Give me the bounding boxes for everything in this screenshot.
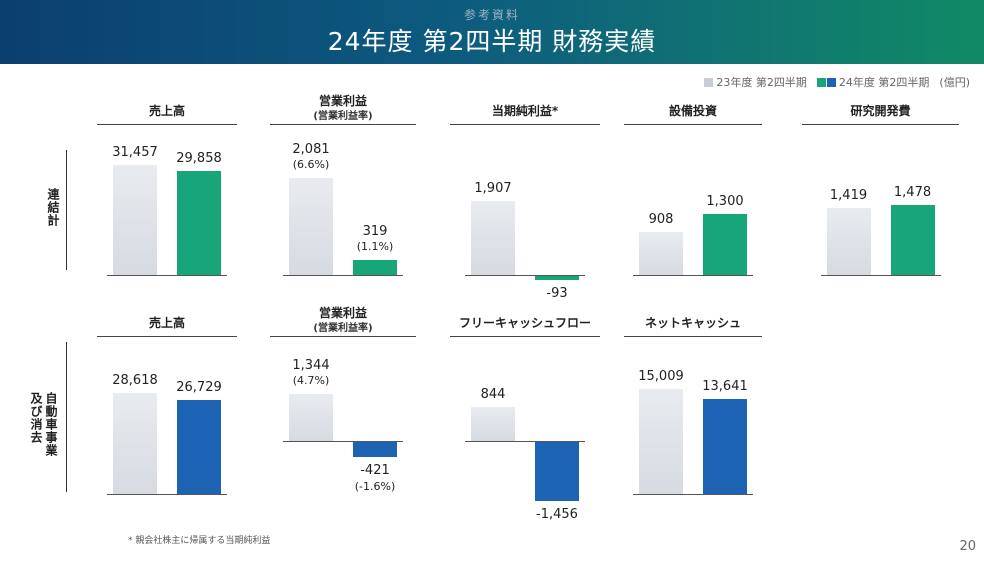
section-label-auto-text: 自動車事業及び消去 bbox=[29, 392, 58, 457]
bar-current-year bbox=[703, 398, 747, 494]
bar-current-year bbox=[890, 205, 935, 275]
data-label: 13,641 bbox=[702, 378, 748, 394]
chart-baseline bbox=[633, 494, 753, 495]
chart-panel-6: 営業利益 (営業利益率) 1,344 (4.7%) -421 (-1.6%) bbox=[270, 0, 416, 520]
data-label: 1,419 bbox=[829, 187, 868, 203]
rate-label: (6.6%) bbox=[292, 158, 330, 171]
bar-current-year bbox=[535, 276, 579, 280]
data-label: 29,858 bbox=[176, 150, 222, 166]
legend-swatch-curr-green bbox=[816, 77, 826, 87]
legend-swatch-curr-blue bbox=[826, 77, 836, 87]
footnote: * 親会社株主に帰属する当期純利益 bbox=[128, 536, 271, 546]
chart-baseline bbox=[107, 275, 227, 276]
chart-panel-5: 売上高 28,618 26,729 bbox=[97, 0, 237, 520]
page-number: 20 bbox=[959, 539, 976, 554]
bar-prev-year bbox=[289, 178, 333, 275]
chart-baseline bbox=[820, 275, 941, 276]
bar-prev-year bbox=[113, 165, 157, 275]
chart-panel-0: 売上高 31,457 29,858 bbox=[97, 0, 237, 520]
bar-prev-year bbox=[471, 201, 515, 275]
chart-title: 営業利益 bbox=[318, 306, 367, 320]
bar-current-year bbox=[353, 260, 397, 275]
chart-panel-7: フリーキャッシュフロー 844 -1,456 bbox=[450, 0, 600, 522]
bar-current-year bbox=[177, 170, 221, 275]
chart-title: 売上高 bbox=[148, 316, 185, 330]
chart-title-rule bbox=[450, 124, 600, 125]
chart-panel-2: 当期純利益* 1,907 -93 bbox=[450, 0, 600, 520]
chart-title: 売上高 bbox=[148, 104, 185, 118]
header-banner: 参考資料 24年度 第2四半期 財務実績 bbox=[0, 0, 984, 64]
data-label: 1,344 bbox=[292, 358, 330, 373]
data-label: 28,618 bbox=[112, 373, 158, 388]
bar-current-year bbox=[353, 442, 397, 457]
section-label-auto: 自動車事業及び消去 bbox=[28, 392, 58, 464]
data-label: 26,729 bbox=[176, 379, 222, 395]
chart-baseline bbox=[465, 441, 585, 442]
legend-swatch-prev bbox=[704, 77, 714, 87]
data-label: -1,456 bbox=[536, 507, 578, 522]
data-label: 15,009 bbox=[638, 369, 684, 384]
chart-title-rule bbox=[624, 336, 762, 337]
reference-label: 参考資料 bbox=[463, 8, 520, 22]
bar-current-year bbox=[535, 442, 579, 501]
data-label: 1,907 bbox=[474, 181, 512, 196]
rate-label: (1.1%) bbox=[356, 240, 394, 254]
data-label: 2,081 bbox=[292, 142, 330, 157]
legend: 23年度 第2四半期 24年度 第2四半期 (億円) bbox=[704, 74, 970, 90]
rate-label: (-1.6%) bbox=[354, 479, 396, 493]
chart-baseline bbox=[283, 275, 403, 276]
data-label: 1,478 bbox=[893, 185, 932, 200]
chart-panel-8: ネットキャッシュ 15,009 13,641 bbox=[624, 0, 762, 520]
chart-subtitle: (営業利益率) bbox=[313, 323, 373, 334]
chart-baseline bbox=[633, 275, 753, 276]
bar-current-year bbox=[177, 399, 221, 494]
data-label: 1,300 bbox=[706, 194, 744, 209]
legend-label-curr: 24年度 第2四半期 bbox=[838, 76, 930, 89]
data-label: -93 bbox=[546, 285, 568, 301]
chart-title-rule bbox=[97, 124, 237, 125]
chart-title: 研究開発費 bbox=[850, 104, 911, 118]
chart-baseline bbox=[107, 494, 227, 495]
bar-current-year bbox=[703, 214, 747, 275]
chart-baseline bbox=[465, 275, 585, 276]
legend-label-prev: 23年度 第2四半期 bbox=[716, 76, 807, 89]
data-label: -421 bbox=[360, 462, 390, 478]
data-label: 31,457 bbox=[112, 145, 158, 160]
chart-panel-4: 研究開発費 1,419 1,478 bbox=[802, 0, 959, 520]
chart-panel-3: 設備投資 908 1,300 bbox=[624, 0, 762, 520]
chart-title-rule bbox=[97, 336, 237, 337]
bar-prev-year bbox=[289, 394, 333, 441]
chart-panel-1: 営業利益 (営業利益率) 2,081 (6.6%) 319 (1.1%) bbox=[270, 0, 416, 520]
data-label: 908 bbox=[648, 212, 674, 228]
bar-prev-year bbox=[639, 232, 683, 275]
bar-prev-year bbox=[639, 389, 683, 494]
chart-title-rule bbox=[624, 124, 762, 125]
chart-title-rule bbox=[450, 336, 600, 337]
bar-prev-year bbox=[471, 406, 515, 441]
chart-title: 営業利益 bbox=[318, 94, 367, 108]
chart-title-rule bbox=[270, 336, 416, 337]
chart-title: 当期純利益* bbox=[491, 104, 559, 118]
chart-title-rule bbox=[802, 124, 959, 125]
rate-label: (4.7%) bbox=[292, 374, 330, 387]
bar-prev-year bbox=[826, 207, 871, 275]
section-label-consolidated: 連結計 bbox=[46, 188, 60, 227]
bar-prev-year bbox=[113, 393, 157, 494]
chart-subtitle: (営業利益率) bbox=[313, 111, 373, 122]
section-divider-consolidated bbox=[66, 150, 67, 270]
page-title: 24年度 第2四半期 財務実績 bbox=[327, 27, 657, 56]
legend-unit: (億円) bbox=[939, 76, 970, 89]
data-label: 319 bbox=[362, 224, 388, 240]
section-divider-auto bbox=[66, 342, 67, 492]
legend-item-curr: 24年度 第2四半期 bbox=[816, 74, 930, 90]
chart-baseline bbox=[283, 441, 403, 442]
chart-title-rule bbox=[270, 124, 416, 125]
legend-item-prev: 23年度 第2四半期 bbox=[704, 74, 807, 90]
chart-title: ネットキャッシュ bbox=[644, 316, 741, 330]
data-label: 844 bbox=[480, 386, 506, 402]
chart-title: フリーキャッシュフロー bbox=[458, 316, 591, 330]
chart-title: 設備投資 bbox=[668, 104, 717, 118]
